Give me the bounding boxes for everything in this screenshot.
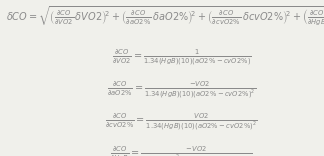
Text: $\frac{\partial CO}{\partial HgB} = \frac{-VO2}{1.34(HgB)^{2}(10)(aO2\% - cvO2\%: $\frac{\partial CO}{\partial HgB} = \fra… bbox=[110, 145, 253, 156]
Text: $\frac{\partial CO}{\partial VO2} = \frac{1}{1.34(HgB)(10)(aO2\% - cvO2\%)}$: $\frac{\partial CO}{\partial VO2} = \fra… bbox=[111, 47, 251, 67]
Text: $\frac{\partial CO}{\partial cvO2\%} = \frac{VO2}{1.34(HgB)(10)(aO2\% - cvO2\%)^: $\frac{\partial CO}{\partial cvO2\%} = \… bbox=[105, 112, 258, 133]
Text: $\delta CO = \sqrt{\left(\frac{\partial CO}{\partial VO2}\, \delta VO2\right)^{\: $\delta CO = \sqrt{\left(\frac{\partial … bbox=[6, 5, 324, 28]
Text: $\frac{\partial CO}{\partial aO2\%} = \frac{-VO2}{1.34(HgB)(10)(aO2\% - cvO2\%)^: $\frac{\partial CO}{\partial aO2\%} = \f… bbox=[107, 80, 256, 101]
